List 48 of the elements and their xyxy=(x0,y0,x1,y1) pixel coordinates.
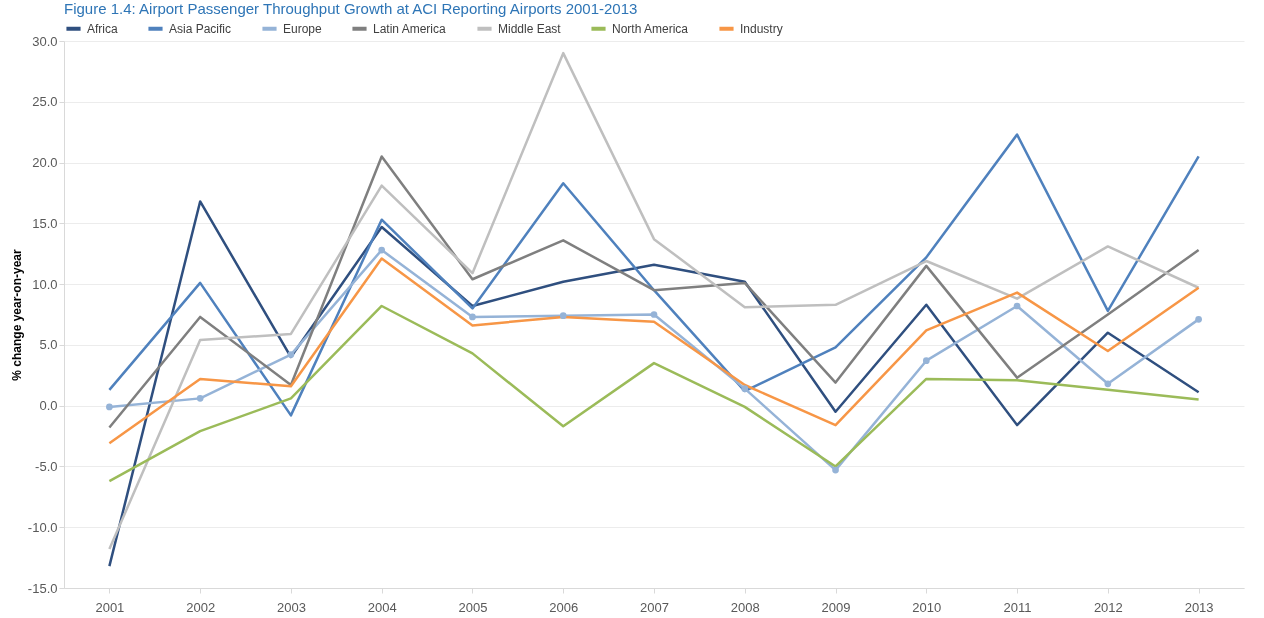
line-series xyxy=(108,304,1200,483)
legend-label: Industry xyxy=(740,21,783,36)
x-tick-label: 2010 xyxy=(912,599,942,615)
line-series xyxy=(108,51,1200,551)
x-tick-label: 2003 xyxy=(276,599,306,615)
y-tick-label: 10.0 xyxy=(32,276,58,292)
point xyxy=(832,466,839,474)
x-tick-label: 2001 xyxy=(95,599,125,615)
point xyxy=(650,311,658,318)
y-axis-title: % change year-on-year xyxy=(9,248,24,381)
x-tick-label: 2013 xyxy=(1184,599,1214,615)
point xyxy=(922,357,930,365)
x-tick-label: 2012 xyxy=(1093,599,1123,615)
x-tick-label: 2011 xyxy=(1003,599,1032,615)
point xyxy=(1195,316,1202,323)
y-tick-label: -15.0 xyxy=(27,580,58,596)
y-tick-label: 15.0 xyxy=(32,215,58,231)
x-tick-label: 2007 xyxy=(640,599,669,615)
x-tick-label: 2008 xyxy=(730,599,760,615)
point xyxy=(1104,380,1112,388)
y-tick-label: 20.0 xyxy=(32,155,58,171)
point xyxy=(469,313,476,321)
legend-label: Latin America xyxy=(373,21,447,36)
point xyxy=(287,351,295,358)
y-tick-label: 30.0 xyxy=(32,33,58,49)
y-tick-label: -5.0 xyxy=(35,458,58,474)
x-tick-label: 2005 xyxy=(458,599,488,615)
legend-label: Middle East xyxy=(498,21,562,36)
y-tick-label: -10.0 xyxy=(27,519,58,535)
y-tick-label: 0.0 xyxy=(39,398,58,414)
x-tick-label: 2009 xyxy=(821,599,851,615)
legend-label: Asia Pacific xyxy=(169,21,232,36)
legend-label: Europe xyxy=(283,21,323,36)
y-tick-label: 25.0 xyxy=(32,94,58,110)
legend-label: North America xyxy=(612,21,689,36)
point xyxy=(196,395,204,402)
legend-label: Africa xyxy=(87,21,118,36)
x-tick-label: 2006 xyxy=(549,599,579,615)
point xyxy=(378,246,386,254)
chart-title: Figure 1.4: Airport Passenger Throughput Growth at ACI Reporting Airports 2001-2013 xyxy=(64,0,638,17)
point xyxy=(106,403,113,411)
y-tick-label: 5.0 xyxy=(39,337,58,353)
line-series xyxy=(108,257,1200,445)
point xyxy=(741,385,749,392)
point xyxy=(1013,302,1021,310)
x-tick-label: 2004 xyxy=(367,599,397,615)
x-tick-label: 2002 xyxy=(186,599,216,615)
point xyxy=(559,312,567,320)
